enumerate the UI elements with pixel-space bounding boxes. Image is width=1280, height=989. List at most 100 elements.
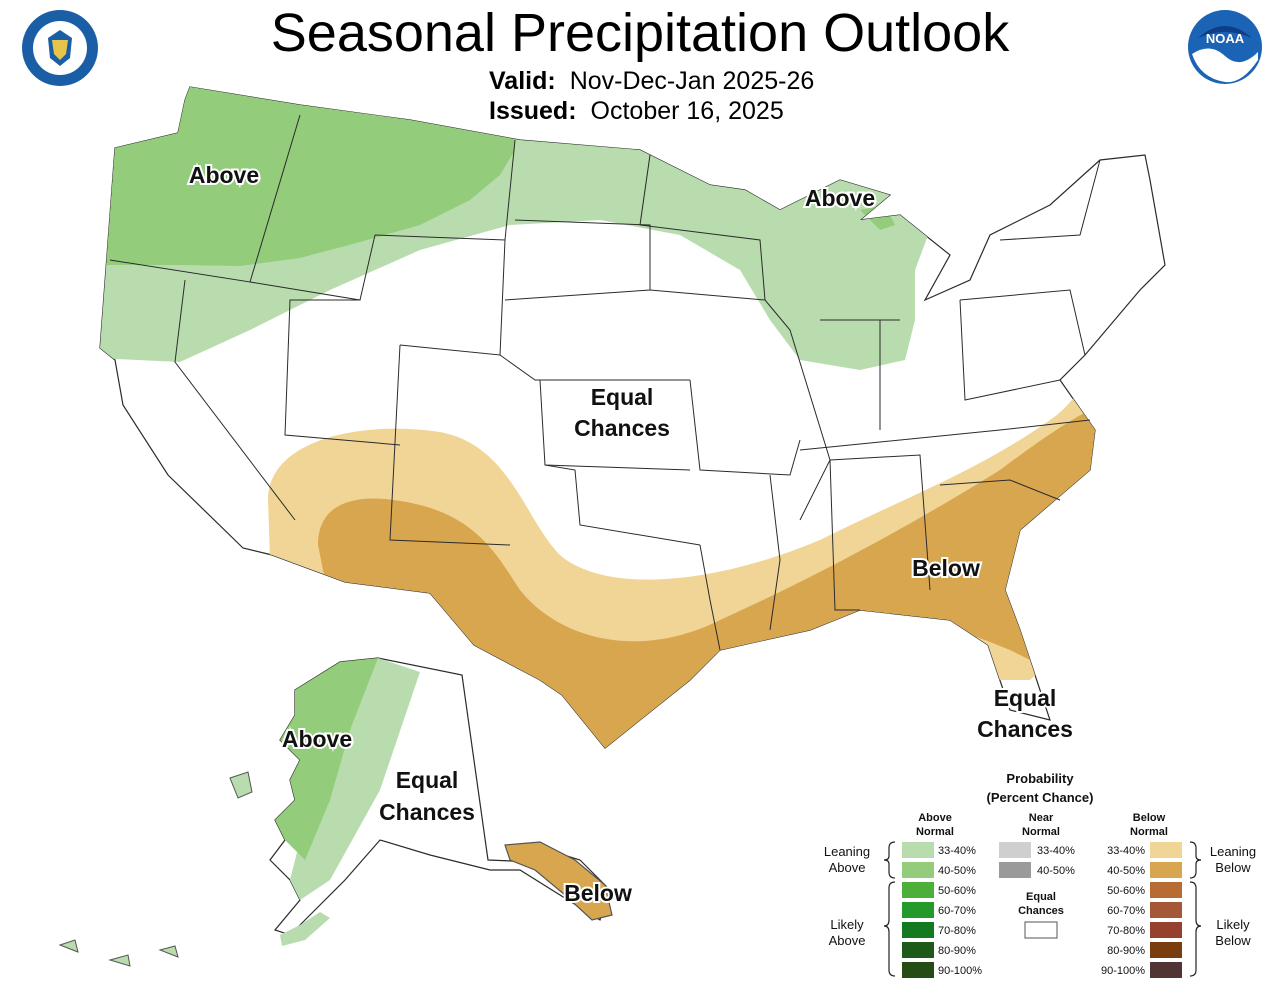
legend-leaning-below-2: Below bbox=[1215, 860, 1251, 875]
legend-above-header-1: Above bbox=[918, 812, 952, 824]
legend-below-swatches: 33-40% 40-50% 50-60% 60-70% 70-80% 80-90% 90-1… bbox=[1101, 842, 1182, 978]
alaska-above-33-40 bbox=[290, 658, 420, 900]
ar-la-border bbox=[699, 544, 721, 651]
legend-below-label-1: 33-40% bbox=[1107, 845, 1145, 857]
legend-equal-swatch bbox=[1024, 921, 1058, 939]
legend-above-swatch-6 bbox=[902, 942, 934, 958]
legend-leaning-above-1: Leaning bbox=[824, 844, 870, 859]
mo-border bbox=[689, 379, 801, 476]
legend-bracket-leaning-below bbox=[1189, 841, 1202, 879]
tn-nc-border bbox=[799, 419, 1091, 451]
legend-equal-2: Chances bbox=[1018, 905, 1064, 917]
map-label-above-greatlakes: Above bbox=[805, 185, 875, 211]
legend-below-label-2: 40-50% bbox=[1107, 865, 1145, 877]
above-40-50-northwest bbox=[100, 87, 515, 266]
legend-below-swatch-7 bbox=[1150, 962, 1182, 978]
legend-bracket-leaning-above bbox=[883, 841, 896, 879]
legend-leaning-above-2: Above bbox=[829, 860, 866, 875]
nv-ut-az-border bbox=[284, 299, 401, 446]
il-border bbox=[764, 299, 831, 521]
legend-likely-above-1: Likely bbox=[830, 917, 864, 932]
legend-near-header-2: Normal bbox=[1022, 826, 1060, 838]
alaska-islands bbox=[58, 771, 253, 967]
aleutian-shading bbox=[280, 912, 330, 946]
legend-below-label-5: 70-80% bbox=[1107, 925, 1145, 937]
legend-likely-below-2: Below bbox=[1215, 933, 1251, 948]
noaa-wave bbox=[1192, 48, 1258, 83]
legend-near-swatch-2 bbox=[999, 862, 1031, 878]
map-label-equal-alaska-2: Chances bbox=[379, 799, 475, 825]
state-boundaries bbox=[109, 114, 1101, 651]
ca-nv-border bbox=[174, 279, 296, 521]
map-label-equal-florida-1: Equal bbox=[994, 685, 1057, 711]
noaa-lettering: NOAA bbox=[1206, 31, 1245, 46]
ne-ks-border bbox=[499, 354, 690, 381]
legend-below-swatch-2 bbox=[1150, 862, 1182, 878]
legend-above-swatch-1 bbox=[902, 842, 934, 858]
legend-likely-above-2: Above bbox=[829, 933, 866, 948]
al-border bbox=[829, 459, 860, 611]
legend-above-header-2: Normal bbox=[916, 826, 954, 838]
map-label-equal-florida-2: Chances bbox=[977, 716, 1073, 742]
map-label-below-southeast: Below bbox=[912, 555, 980, 581]
legend-above-label-7: 90-100% bbox=[938, 965, 982, 977]
legend-above-label-1: 33-40% bbox=[938, 845, 976, 857]
seal-emblem bbox=[52, 40, 68, 60]
map-label-equal-alaska-1: Equal bbox=[396, 767, 459, 793]
commerce-seal-logo bbox=[22, 10, 98, 86]
legend-near-label-2: 40-50% bbox=[1037, 865, 1075, 877]
legend-above-swatch-2 bbox=[902, 862, 934, 878]
noaa-logo: NOAA bbox=[1188, 10, 1262, 84]
legend-above-label-5: 70-80% bbox=[938, 925, 976, 937]
legend-above-swatch-7 bbox=[902, 962, 934, 978]
legend-bracket-likely-above bbox=[883, 881, 896, 977]
legend-above-swatch-4 bbox=[902, 902, 934, 918]
map-label-equal-central-2: Chances bbox=[574, 415, 670, 441]
legend-near-swatches: 33-40% 40-50% bbox=[999, 842, 1075, 878]
legend-below-label-7: 90-100% bbox=[1101, 965, 1145, 977]
legend-near-swatch-1 bbox=[999, 842, 1031, 858]
mn-ia-border bbox=[639, 154, 766, 301]
issued-label: Issued: bbox=[489, 97, 577, 125]
legend-above-swatch-3 bbox=[902, 882, 934, 898]
ok-tx-border bbox=[544, 464, 701, 546]
map-label-above-alaska: Above bbox=[282, 726, 352, 752]
valid-line: Valid: Nov-Dec-Jan 2025-26 bbox=[489, 66, 814, 96]
legend-below-swatch-3 bbox=[1150, 882, 1182, 898]
legend-below-swatch-1 bbox=[1150, 842, 1182, 858]
legend-above-swatch-5 bbox=[902, 922, 934, 938]
ms-border bbox=[769, 474, 781, 631]
legend-below-swatch-4 bbox=[1150, 902, 1182, 918]
legend-above-label-3: 50-60% bbox=[938, 885, 976, 897]
map-label-above-west: Above bbox=[189, 162, 259, 188]
valid-value: Nov-Dec-Jan 2025-26 bbox=[569, 67, 815, 95]
legend-leaning-below-1: Leaning bbox=[1210, 844, 1256, 859]
legend-equal-1: Equal bbox=[1026, 891, 1056, 903]
legend-below-header-1: Below bbox=[1133, 812, 1166, 824]
alaska bbox=[58, 657, 613, 967]
map-label-below-alaska: Below bbox=[564, 880, 632, 906]
alaska-above-40-50 bbox=[275, 658, 378, 860]
legend-above-label-4: 60-70% bbox=[938, 905, 976, 917]
ny-new-england-border bbox=[999, 159, 1101, 241]
co-nm-border bbox=[389, 344, 511, 546]
legend-below-label-3: 50-60% bbox=[1107, 885, 1145, 897]
pa-border bbox=[959, 289, 1086, 356]
legend-title-2: (Percent Chance) bbox=[987, 790, 1094, 805]
legend-below-label-4: 60-70% bbox=[1107, 905, 1145, 917]
legend-likely-below-1: Likely bbox=[1216, 917, 1250, 932]
legend-above-swatches: 33-40% 40-50% 50-60% 60-70% 70-80% 80-90% 90-1… bbox=[902, 842, 982, 978]
issued-value: October 16, 2025 bbox=[590, 97, 784, 125]
map-label-equal-central-1: Equal bbox=[591, 384, 654, 410]
legend-near-label-1: 33-40% bbox=[1037, 845, 1075, 857]
ga-border bbox=[829, 454, 931, 591]
legend-bracket-likely-below bbox=[1189, 881, 1202, 977]
legend-below-swatch-6 bbox=[1150, 942, 1182, 958]
sc-border bbox=[939, 479, 1061, 501]
oh-wv-va-border bbox=[879, 299, 1061, 430]
legend-title-1: Probability bbox=[1006, 771, 1074, 786]
legend-near-header-1: Near bbox=[1029, 812, 1054, 824]
